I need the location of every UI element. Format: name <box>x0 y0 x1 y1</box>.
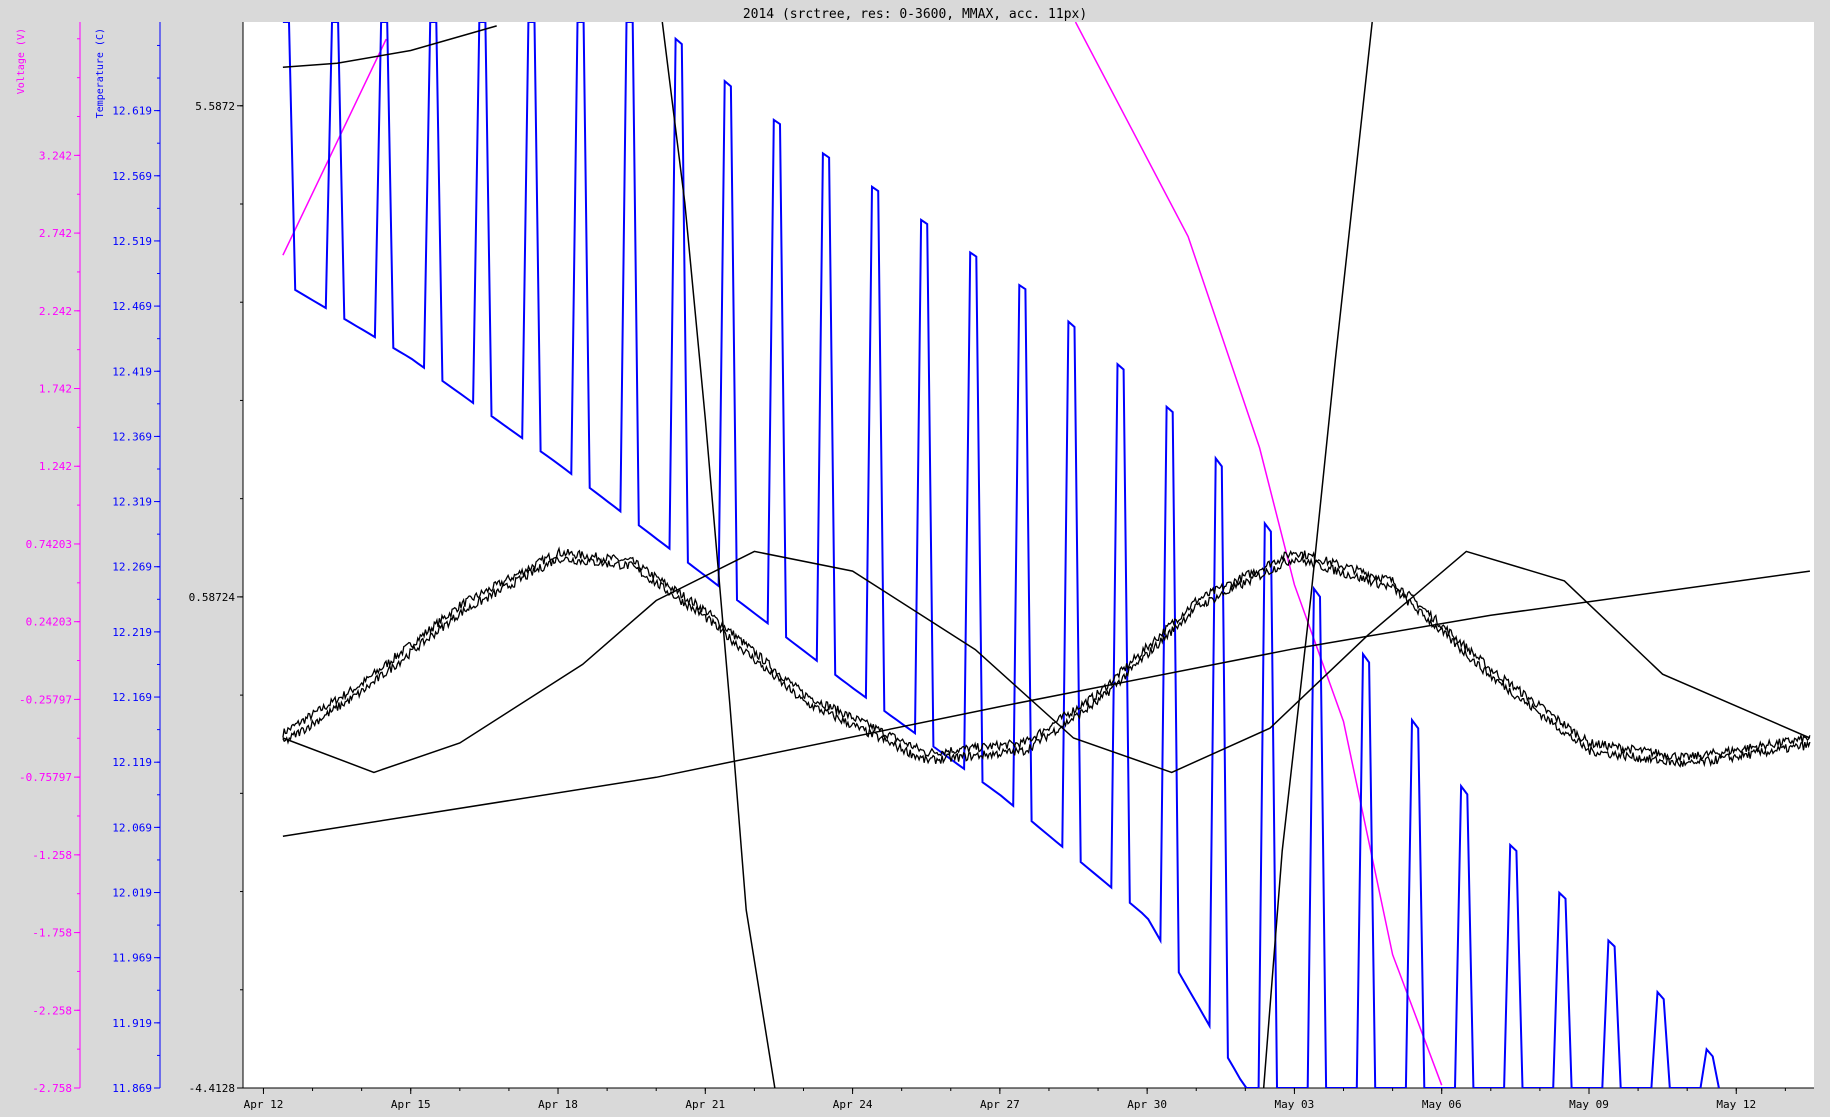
series-4-line <box>661 22 776 1088</box>
temperature-tick-label: 12.069 <box>112 821 152 834</box>
series-3-line <box>282 25 497 68</box>
x-tick-label: Apr 18 <box>538 1098 578 1111</box>
voltage-tick-label: 2.742 <box>39 227 72 240</box>
temperature-tick-label: 12.419 <box>112 365 152 378</box>
series-9-line <box>282 554 1811 768</box>
temperature-tick-label: 12.169 <box>112 691 152 704</box>
x-tick-label: Apr 21 <box>685 1098 725 1111</box>
voltage-tick-label: 3.242 <box>39 149 72 162</box>
temperature-tick-label: 12.619 <box>112 105 152 118</box>
temperature-axis-label: Temperature (C) <box>95 28 106 118</box>
voltage-axis-label: Voltage (V) <box>16 28 27 94</box>
temperature-tick-label: 12.119 <box>112 756 152 769</box>
series-7-line <box>282 550 1811 774</box>
series-layer <box>282 22 1811 1088</box>
x-tick-label: May 06 <box>1422 1098 1462 1111</box>
temperature-tick-label: 12.019 <box>112 887 152 900</box>
voltage-tick-label: -2.258 <box>32 1004 72 1017</box>
temperature-tick-label: 12.469 <box>112 300 152 313</box>
series-6-line <box>282 570 1811 838</box>
misc-tick-label: 0.58724 <box>189 591 236 604</box>
x-tick-label: Apr 30 <box>1127 1098 1167 1111</box>
temperature-axis: 12.619 12.569 12.519 12.469 12.419 12.369 12.3… <box>112 22 161 1095</box>
x-tick-label: May 09 <box>1569 1098 1609 1111</box>
voltage-tick-label: -0.75797 <box>19 771 72 784</box>
x-tick-label: Apr 27 <box>980 1098 1020 1111</box>
voltage-tick-label: 2.242 <box>39 305 72 318</box>
x-tick-label: Apr 12 <box>244 1098 284 1111</box>
voltage-tick-label: 1.742 <box>39 383 72 396</box>
series-group <box>282 22 1811 1088</box>
misc-tick-label: -4.4128 <box>189 1082 235 1095</box>
misc-tick-label: 5.5872 <box>195 100 235 113</box>
series-2-line <box>282 22 1720 1088</box>
temperature-tick-label: 12.519 <box>112 235 152 248</box>
x-tick-label: May 12 <box>1716 1098 1756 1111</box>
voltage-tick-label: 0.24203 <box>26 616 72 629</box>
misc-axis: 5.5872 0.58724 -4.4128 <box>189 22 244 1095</box>
voltage-tick-label: 0.74203 <box>26 538 72 551</box>
temperature-tick-label: 12.369 <box>112 430 152 443</box>
voltage-tick-label: -1.258 <box>32 849 72 862</box>
series-5-line <box>1262 22 1373 1088</box>
voltage-tick-label: -0.25797 <box>19 693 72 706</box>
voltage-tick-label: -1.758 <box>32 927 72 940</box>
temperature-tick-label: 12.269 <box>112 561 152 574</box>
x-tick-label: May 03 <box>1275 1098 1315 1111</box>
voltage-axis: 3.242 2.742 2.242 1.742 1.242 0.74203 0.24203 -… <box>19 22 81 1095</box>
temperature-tick-label: 12.219 <box>112 626 152 639</box>
chart-title: 2014 (srctree, res: 0-3600, MMAX, acc. 1… <box>743 7 1087 22</box>
series-8-line <box>282 546 1811 763</box>
x-tick-label: Apr 24 <box>833 1098 873 1111</box>
voltage-tick-label: 1.242 <box>39 460 72 473</box>
temperature-tick-label: 12.569 <box>112 170 152 183</box>
series-0-line <box>282 38 387 256</box>
x-tick-label: Apr 15 <box>391 1098 431 1111</box>
series-1-line <box>1074 22 1443 1086</box>
temperature-tick-label: 11.919 <box>112 1017 152 1030</box>
temperature-tick-label: 11.869 <box>112 1082 152 1095</box>
voltage-tick-label: -2.758 <box>32 1082 72 1095</box>
temperature-tick-label: 12.319 <box>112 496 152 509</box>
temperature-tick-label: 11.969 <box>112 952 152 965</box>
